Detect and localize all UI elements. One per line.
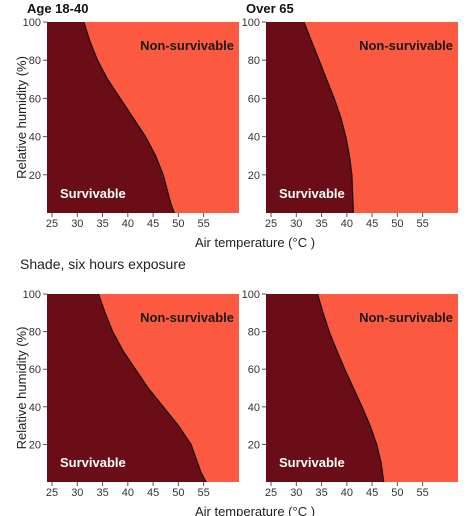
panel-3-x-tick-label: 40 <box>122 487 134 499</box>
panel-2-non-survivable-label: Non-survivable <box>359 38 453 53</box>
panel-1-non-survivable-label: Non-survivable <box>140 38 234 53</box>
panel-2-boundary-line <box>303 21 354 214</box>
panel-4-x-tick-label: 30 <box>290 487 302 499</box>
panel-2-title: Over 65 <box>246 1 294 16</box>
panel-1-y-tick-label: 60 <box>29 93 41 105</box>
panel-1-title: Age 18-40 <box>27 1 88 16</box>
panel-3-x-tick-label: 45 <box>147 487 159 499</box>
panel-1-survivable-label: Survivable <box>60 186 126 201</box>
panel-1-boundary-line <box>83 21 175 214</box>
panel-3-non-survivable-label: Non-survivable <box>140 310 234 325</box>
panel-2-survivable-region <box>266 22 354 213</box>
panel-4-x-tick-label: 50 <box>391 487 403 499</box>
panel-4-y-tick-label: 60 <box>248 364 260 376</box>
panel-3-y-tick-label: 80 <box>29 327 41 339</box>
panel-3-survivable-region <box>47 294 207 482</box>
panel-1-x-tick-label: 55 <box>198 218 210 230</box>
panel-1-x-tick-label: 45 <box>147 218 159 230</box>
shade-section-caption: Shade, six hours exposure <box>20 256 186 272</box>
panel-4-x-tick-label: 45 <box>366 487 378 499</box>
panel-3-x-tick-label: 25 <box>46 487 58 499</box>
panel-2-y-tick-label: 60 <box>248 93 260 105</box>
panel-2-y-tick-label: 100 <box>242 17 260 29</box>
panel-3-x-tick-label: 35 <box>96 487 108 499</box>
panel-2-x-tick-label: 55 <box>417 218 429 230</box>
panel-3-y-tick-label: 40 <box>29 402 41 414</box>
panel-2-y-tick-label: 20 <box>248 170 260 182</box>
panel-1-y-tick-label: 40 <box>29 132 41 144</box>
panel-4-survivable-region <box>266 294 384 482</box>
panel-3-y-tick-label: 20 <box>29 439 41 451</box>
panel-1-x-tick-label: 50 <box>172 218 184 230</box>
panel-1-x-tick-label: 25 <box>46 218 58 230</box>
panel-2-survivable-label: Survivable <box>279 186 345 201</box>
panel-4-y-tick-label: 100 <box>242 289 260 301</box>
panel-3-x-tick-label: 55 <box>198 487 210 499</box>
panel-1-y-tick-label: 100 <box>23 17 41 29</box>
panel-2-y-tick-label: 80 <box>248 55 260 67</box>
panel-4-x-tick-label: 25 <box>265 487 277 499</box>
panel-2-y-tick-label: 40 <box>248 132 260 144</box>
panel-4-y-tick-label: 40 <box>248 402 260 414</box>
panel-2-x-tick-label: 35 <box>315 218 327 230</box>
panel-1-y-axis-title: Relative humidity (%) <box>14 56 29 179</box>
panel-1-x-tick-label: 35 <box>96 218 108 230</box>
panel-3-x-tick-label: 50 <box>172 487 184 499</box>
panel-3-y-axis-title: Relative humidity (%) <box>14 327 29 450</box>
panel-2-x-tick-label: 45 <box>366 218 378 230</box>
panel-3-y-tick-label: 60 <box>29 364 41 376</box>
panel-2-x-tick-label: 25 <box>265 218 277 230</box>
panel-1-x-tick-label: 30 <box>71 218 83 230</box>
panel-2-x-tick-label: 50 <box>391 218 403 230</box>
panel-4-boundary-line <box>316 293 385 483</box>
panel-1-y-tick-label: 20 <box>29 170 41 182</box>
panel-2-x-tick-label: 40 <box>341 218 353 230</box>
panel-2-x-axis-title: Air temperature (°C ) <box>195 235 315 250</box>
panel-3-survivable-label: Survivable <box>60 455 126 470</box>
panel-1-y-tick-label: 80 <box>29 55 41 67</box>
panel-3-boundary-line <box>97 293 207 483</box>
panel-4-x-tick-label: 40 <box>341 487 353 499</box>
panel-4-x-tick-label: 35 <box>315 487 327 499</box>
panel-4-y-tick-label: 80 <box>248 327 260 339</box>
panel-4-non-survivable-label: Non-survivable <box>359 310 453 325</box>
panel-2-x-tick-label: 30 <box>290 218 302 230</box>
panel-4-x-axis-title: Air temperature (°C ) <box>195 504 315 516</box>
panel-1-x-tick-label: 40 <box>122 218 134 230</box>
panel-4-y-tick-label: 20 <box>248 439 260 451</box>
panel-1-survivable-region <box>47 22 175 213</box>
panel-3-x-tick-label: 30 <box>71 487 83 499</box>
panel-4-survivable-label: Survivable <box>279 455 345 470</box>
panel-3-y-tick-label: 100 <box>23 289 41 301</box>
panel-4-x-tick-label: 55 <box>417 487 429 499</box>
